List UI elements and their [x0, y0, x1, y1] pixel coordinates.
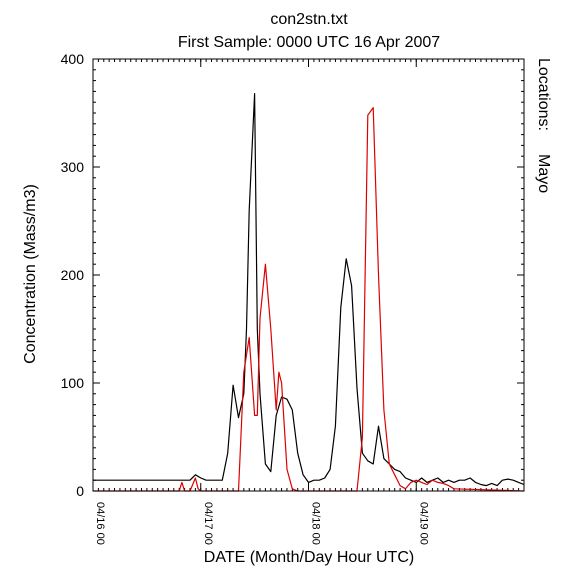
plot-frame — [92, 58, 525, 492]
series-group — [93, 92, 525, 492]
y-tick-label: 200 — [61, 267, 85, 283]
series-line-2 — [93, 106, 525, 492]
legend-item: Mayo — [535, 154, 552, 193]
y-tick-label: 0 — [76, 483, 84, 499]
y-axis-label: Concentration (Mass/m3) — [22, 184, 39, 364]
chart-subtitle: First Sample: 0000 UTC 16 Apr 2007 — [178, 34, 440, 51]
series-line-1 — [93, 92, 525, 487]
legend-title: Locations: — [535, 58, 552, 131]
x-tick-label: 04/19 00 — [417, 502, 429, 545]
chart-title: con2stn.txt — [270, 11, 348, 28]
x-axis-label: DATE (Month/Day Hour UTC) — [204, 549, 414, 566]
x-tick-label: 04/16 00 — [94, 502, 106, 545]
y-tick-label: 300 — [61, 159, 85, 175]
legend: Mayo — [535, 154, 552, 193]
axis-ticks: 0 100 200 300 400 04/16 00 04/17 00 04/18 00 04/… — [61, 51, 524, 545]
y-tick-label: 100 — [61, 375, 85, 391]
x-tick-label: 04/18 00 — [310, 502, 322, 545]
y-tick-label: 400 — [61, 51, 85, 67]
x-tick-label: 04/17 00 — [202, 502, 214, 545]
